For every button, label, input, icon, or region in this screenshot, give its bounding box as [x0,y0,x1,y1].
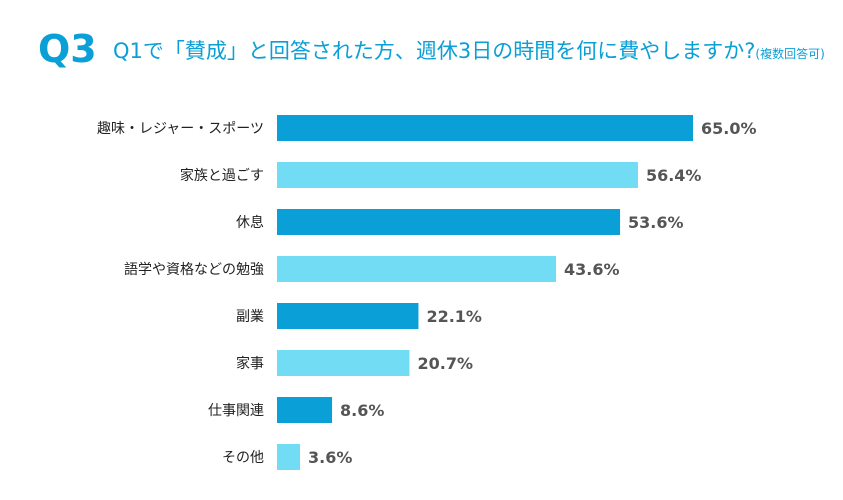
value-label: 56.4% [646,166,702,185]
category-label: 趣味・レジャー・スポーツ [97,121,264,137]
question-number-badge: Q3 [38,27,97,71]
category-label: 休息 [236,214,264,231]
question-note: (複数回答可) [755,47,825,61]
value-label: 22.1% [426,307,482,326]
category-label: 副業 [236,309,264,325]
value-label: 20.7% [417,354,473,373]
question-text: Q1で「賛成」と回答された方、週休3日の時間を何に費やしますか? [113,39,756,63]
value-label: 53.6% [628,213,684,232]
value-label: 8.6% [340,401,384,420]
category-label: 語学や資格などの勉強 [124,262,264,278]
bar [277,162,638,188]
chart-header: Q3 Q1で「賛成」と回答された方、週休3日の時間を何に費やしますか?(複数回答… [0,0,843,80]
value-label: 43.6% [564,260,620,279]
bar [277,397,333,423]
question-title: Q1で「賛成」と回答された方、週休3日の時間を何に費やしますか?(複数回答可) [113,39,825,63]
bar [277,350,410,376]
category-label: 家族と過ごす [180,167,264,184]
value-label: 3.6% [308,448,352,467]
bar [277,444,301,470]
category-label: 家事 [236,355,264,372]
bar [277,303,419,329]
category-label: その他 [222,450,264,466]
category-label: 仕事関連 [208,403,264,419]
bar [277,256,557,282]
bar [277,209,621,235]
value-label: 65.0% [701,119,757,138]
bar [277,115,693,141]
